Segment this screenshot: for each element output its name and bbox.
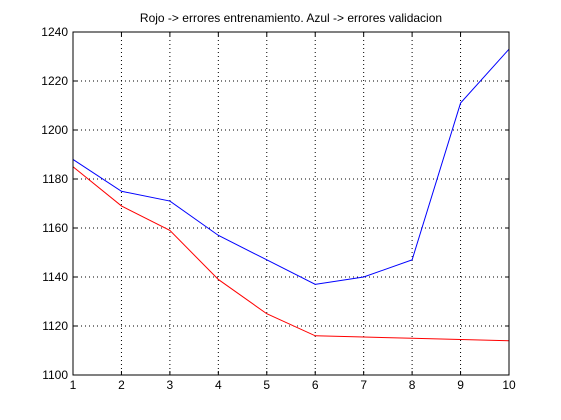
series-layer — [72, 48, 510, 342]
chart-title: Rojo -> errores entrenamiento. Azul -> e… — [140, 11, 442, 25]
y-tick-label: 1140 — [42, 270, 68, 284]
y-tick-label: 1100 — [42, 368, 68, 382]
x-tick-labels: 1 2 3 4 5 6 7 8 9 10 — [70, 378, 516, 392]
ticks — [72, 31, 510, 376]
y-tick-label: 1120 — [42, 319, 68, 333]
x-tick-label: 1 — [70, 378, 77, 392]
x-tick-label: 2 — [118, 378, 125, 392]
x-tick-label: 9 — [457, 378, 464, 392]
y-tick-label: 1160 — [42, 221, 68, 235]
series-line-blue — [72, 48, 510, 285]
x-tick-label: 7 — [360, 378, 367, 392]
y-tick-label: 1220 — [41, 74, 68, 88]
x-tick-label: 10 — [502, 378, 516, 392]
grid — [73, 32, 509, 375]
x-tick-label: 4 — [215, 378, 222, 392]
y-tick-label: 1240 — [41, 25, 68, 39]
series-line-red — [72, 166, 510, 342]
x-tick-label: 6 — [312, 378, 319, 392]
y-tick-label: 1200 — [41, 123, 68, 137]
x-tick-label: 5 — [263, 378, 270, 392]
y-tick-labels: 1100 1120 1140 1160 1180 1200 1220 1240 — [41, 25, 68, 382]
plot-frame — [72, 31, 510, 376]
x-tick-label: 3 — [167, 378, 174, 392]
y-tick-label: 1180 — [42, 172, 68, 186]
x-tick-label: 8 — [409, 378, 416, 392]
